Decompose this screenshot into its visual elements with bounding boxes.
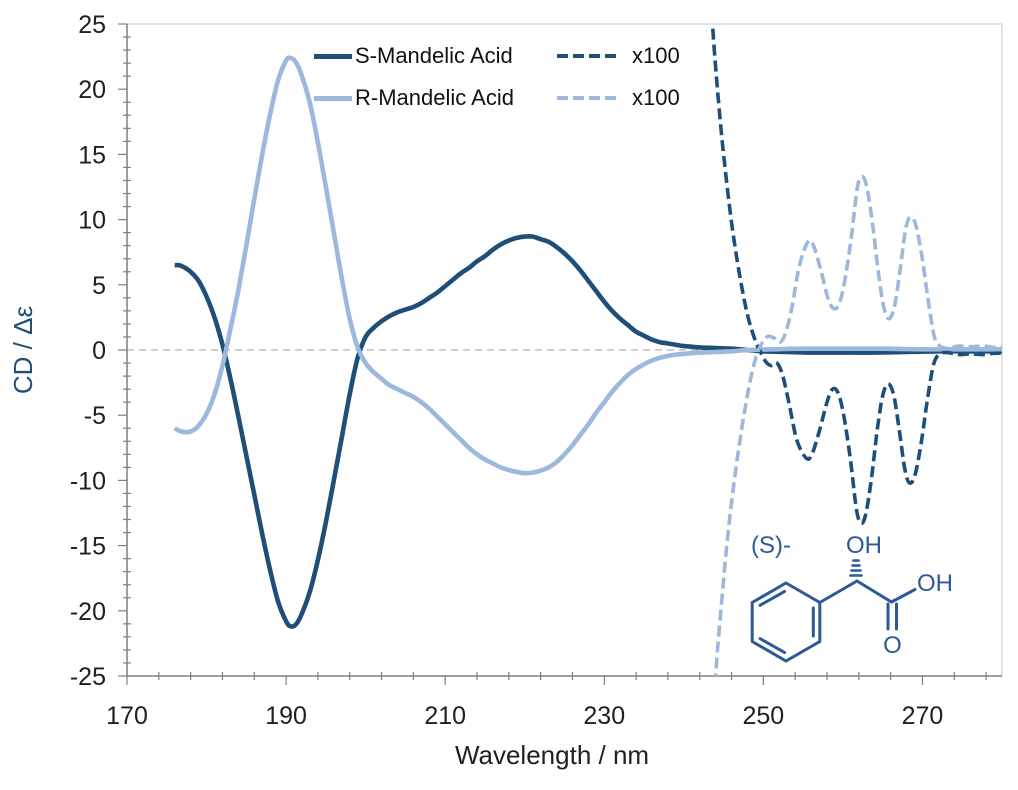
chart-legend: S-Mandelic Acid x100 R-Mandelic Acid x10… [314, 35, 680, 119]
r-solid-line-sample [314, 95, 352, 101]
x-axis-ticks [126, 672, 987, 685]
y-tick-label: 5 [92, 272, 106, 300]
x-tick-label: 250 [743, 702, 785, 730]
stereo-descriptor-label: (S)- [751, 532, 791, 559]
s-dashed-line-sample [557, 54, 620, 58]
stereo-hash-wedge-bond [849, 559, 863, 577]
x-tick-label: 190 [265, 702, 307, 730]
y-tick-label: -15 [70, 533, 106, 561]
y-tick-label: 25 [78, 11, 106, 39]
x-tick-label: 230 [583, 702, 625, 730]
y-axis-ticks [118, 23, 131, 677]
s-mandelic-x100-dashed-curve [710, 24, 1002, 526]
y-tick-label: -25 [70, 663, 106, 691]
y-tick-label: -5 [84, 402, 106, 430]
r-dashed-line-sample [557, 96, 620, 100]
legend-label-s-x100: x100 [632, 43, 680, 68]
r-mandelic-x100-dashed-curve [713, 174, 1002, 676]
y-tick-label: -20 [70, 598, 106, 626]
y-tick-label: 20 [78, 76, 106, 104]
legend-label-s-mandelic: S-Mandelic Acid [355, 43, 513, 68]
legend-row-r: R-Mandelic Acid x100 [314, 77, 680, 119]
r-mandelic-solid-curve [173, 55, 1002, 476]
hydroxyl-label: OH [846, 532, 882, 559]
carbon-chain-bonds [818, 579, 917, 631]
x-axis-title: Wavelength / nm [455, 740, 649, 770]
s-solid-line-sample [314, 53, 352, 59]
x-tick-label: 170 [106, 702, 148, 730]
legend-label-r-mandelic: R-Mandelic Acid [355, 85, 514, 110]
x-tick-label: 270 [902, 702, 944, 730]
x-axis-tick-labels: 170 190 210 230 250 270 [106, 702, 943, 730]
y-tick-label: 15 [78, 141, 106, 169]
x-tick-label: 210 [424, 702, 466, 730]
benzene-ring-icon [750, 581, 822, 663]
s-mandelic-solid-curve [174, 234, 1002, 629]
legend-label-r-x100: x100 [632, 85, 680, 110]
y-axis-title: CD / Δε [8, 306, 38, 395]
legend-row-s: S-Mandelic Acid x100 [314, 35, 680, 77]
y-axis-tick-labels: 25 20 15 10 5 0 -5 -10 -15 -20 -25 [70, 11, 106, 691]
carboxyl-hydroxyl-label: OH [917, 570, 953, 597]
y-tick-label: -10 [70, 467, 106, 495]
y-tick-label: 10 [78, 207, 106, 235]
carbonyl-oxygen-label: O [883, 632, 902, 659]
y-tick-label: 0 [92, 337, 106, 365]
mandelic-acid-structure: (S)- OH OH O [750, 532, 953, 663]
